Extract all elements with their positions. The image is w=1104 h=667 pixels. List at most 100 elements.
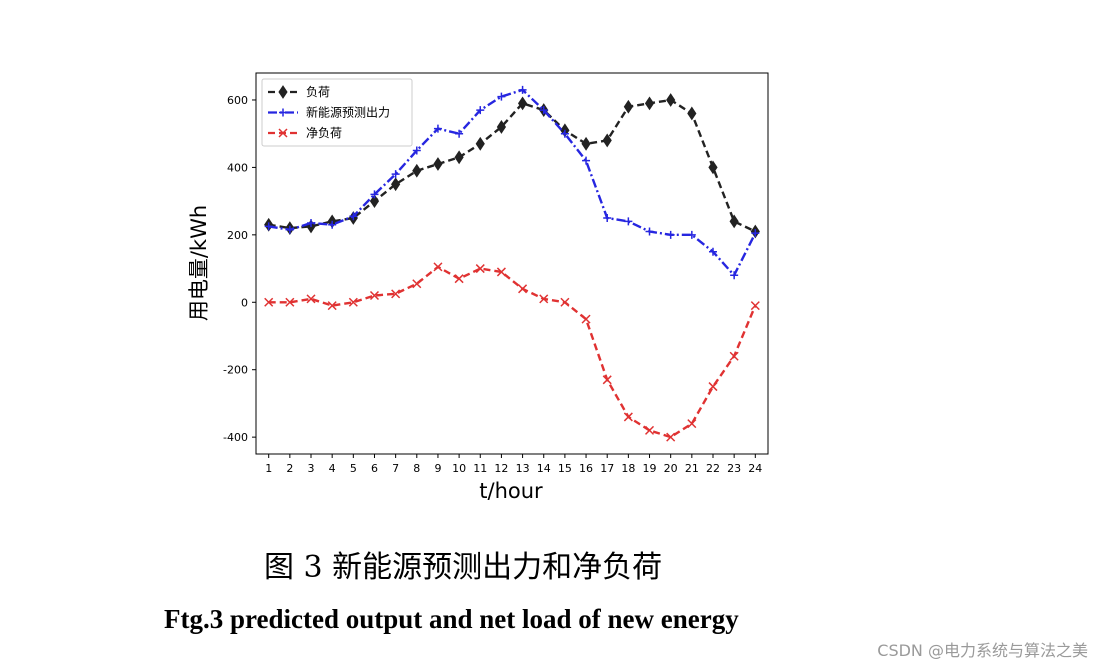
data-point (602, 375, 612, 385)
x-tick-label: 3 (308, 462, 315, 475)
data-point (496, 267, 506, 277)
series-line (268, 265, 757, 439)
figure-caption-chinese: 图 3 新能源预测出力和净负荷 (264, 550, 663, 585)
data-point (560, 129, 569, 138)
data-point (306, 294, 316, 304)
series-layer (264, 85, 760, 442)
data-point (328, 220, 337, 229)
data-point (539, 294, 549, 304)
data-point (708, 382, 718, 392)
data-point (412, 146, 421, 155)
data-point (730, 271, 739, 280)
x-tick-label: 1 (265, 462, 272, 475)
legend-label: 新能源预测出力 (306, 105, 390, 120)
x-tick-label: 12 (494, 462, 508, 475)
data-point (391, 289, 401, 299)
x-tick-label: 9 (434, 462, 441, 475)
y-tick-label: -200 (223, 364, 248, 377)
x-tick-label: 4 (329, 462, 336, 475)
data-point (729, 214, 739, 229)
data-point (581, 136, 591, 151)
series-3 (264, 262, 760, 442)
data-point (475, 264, 485, 274)
data-point (582, 156, 591, 165)
data-point (496, 120, 507, 134)
data-point (370, 190, 379, 199)
data-point (539, 106, 548, 115)
x-tick-label: 17 (600, 462, 614, 475)
data-point (623, 99, 633, 114)
y-tick-label: -400 (223, 431, 248, 444)
data-point (687, 106, 697, 121)
data-point (623, 412, 633, 422)
figure-caption-english: Ftg.3 predicted output and net load of n… (164, 604, 739, 634)
x-tick-label: 7 (392, 462, 399, 475)
x-tick-label: 11 (473, 462, 487, 475)
data-point (454, 150, 464, 165)
data-point (433, 124, 442, 133)
x-tick-label: 16 (579, 462, 593, 475)
data-point (264, 297, 274, 307)
y-tick-label: 400 (227, 161, 248, 174)
data-point (349, 212, 358, 221)
x-tick-label: 18 (621, 462, 635, 475)
data-point (729, 351, 739, 361)
data-point (285, 225, 294, 234)
series-2 (264, 85, 760, 280)
data-point (624, 217, 633, 226)
x-axis-title: t/hour (479, 479, 543, 503)
data-point (412, 163, 422, 178)
y-axis-ticks: -400 -200 0 200 400 600 (223, 94, 256, 444)
x-tick-label: 6 (371, 462, 378, 475)
data-point (264, 222, 273, 231)
x-tick-label: 24 (748, 462, 762, 475)
data-point (645, 227, 654, 236)
x-tick-label: 13 (516, 462, 530, 475)
data-point (666, 230, 675, 239)
data-point (687, 230, 696, 239)
x-tick-label: 21 (685, 462, 699, 475)
data-point (708, 247, 717, 256)
data-point (454, 274, 464, 284)
data-point (412, 279, 422, 289)
data-point (666, 432, 676, 442)
data-point (307, 219, 316, 228)
legend-swatch-marker (278, 85, 288, 99)
data-point (581, 314, 591, 324)
x-tick-label: 2 (286, 462, 293, 475)
data-point (327, 301, 337, 311)
data-point (644, 96, 655, 111)
data-point (476, 106, 485, 115)
data-point (687, 419, 697, 429)
x-tick-label: 23 (727, 462, 741, 475)
y-tick-label: 0 (241, 296, 248, 309)
x-tick-label: 15 (558, 462, 572, 475)
data-point (433, 262, 443, 272)
x-tick-label: 14 (537, 462, 551, 475)
data-point (751, 229, 760, 238)
data-point (369, 291, 380, 301)
x-tick-label: 20 (664, 462, 678, 475)
data-point (518, 284, 528, 294)
data-point (644, 425, 655, 435)
data-point (497, 92, 506, 101)
y-axis-title: 用电量/kWh (187, 205, 211, 321)
data-point (517, 96, 528, 111)
x-tick-label: 5 (350, 462, 357, 475)
data-point (666, 93, 676, 107)
y-tick-label: 600 (227, 94, 248, 107)
plot-area-frame (255, 72, 769, 455)
data-point (348, 297, 358, 307)
data-point (391, 170, 400, 179)
x-axis-ticks: 1 2 3 4 5 6 7 8 9 10 11 12 13 14 15 16 17 18 19 20 21 22 23 24 (265, 454, 762, 475)
data-point (475, 136, 485, 151)
watermark: CSDN @电力系统与算法之美 (877, 641, 1088, 660)
data-point (750, 301, 760, 311)
x-tick-label: 19 (643, 462, 657, 475)
data-point (560, 297, 570, 307)
data-point (708, 160, 718, 175)
data-point (603, 213, 612, 222)
data-point (433, 157, 443, 171)
y-tick-label: 200 (227, 229, 248, 242)
